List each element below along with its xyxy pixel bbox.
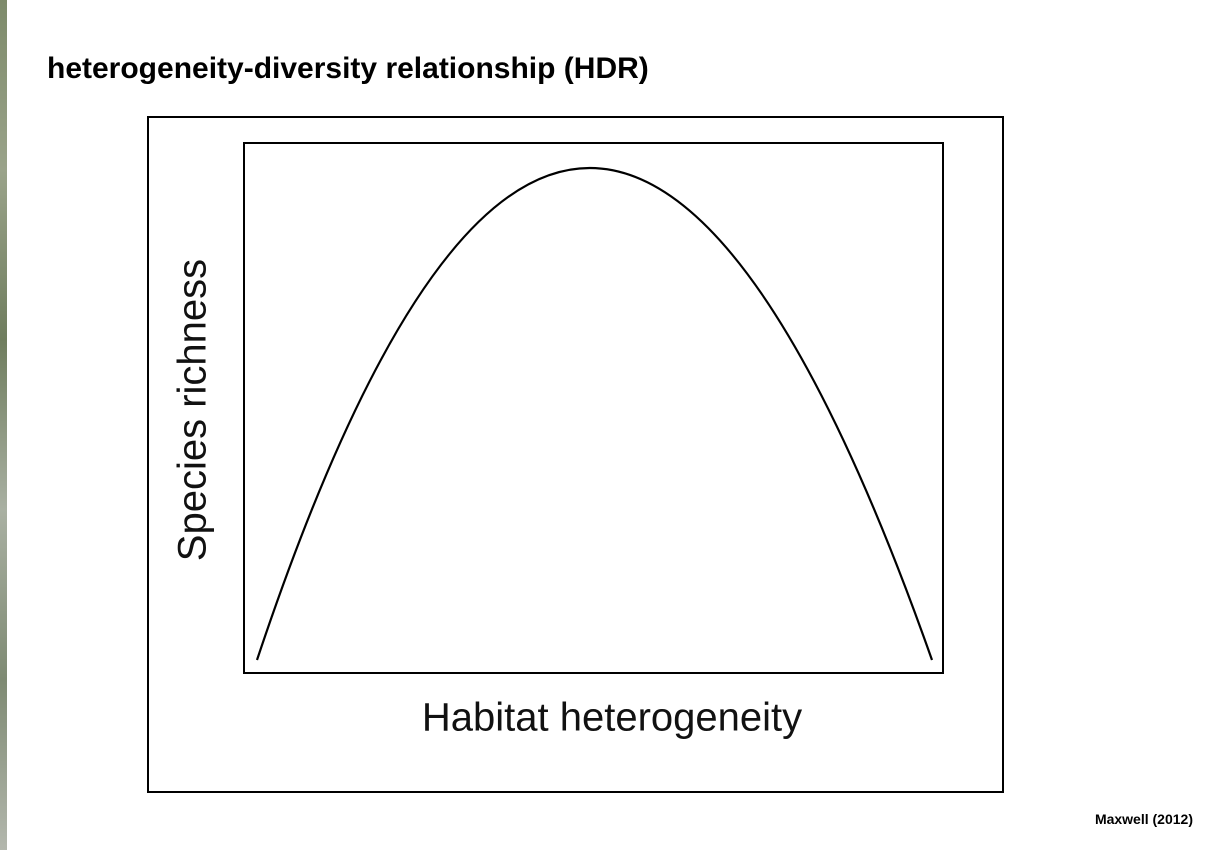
plot-frame — [243, 142, 944, 674]
x-axis-label: Habitat heterogeneity — [422, 696, 802, 740]
citation: Maxwell (2012) — [1094, 811, 1193, 827]
photo-strip — [0, 0, 7, 850]
hump-curve — [255, 167, 934, 661]
slide-title: heterogeneity-diversity relationship (HD… — [47, 52, 649, 85]
figure-frame — [147, 116, 1004, 793]
y-axis-label: Species richness — [171, 259, 215, 561]
